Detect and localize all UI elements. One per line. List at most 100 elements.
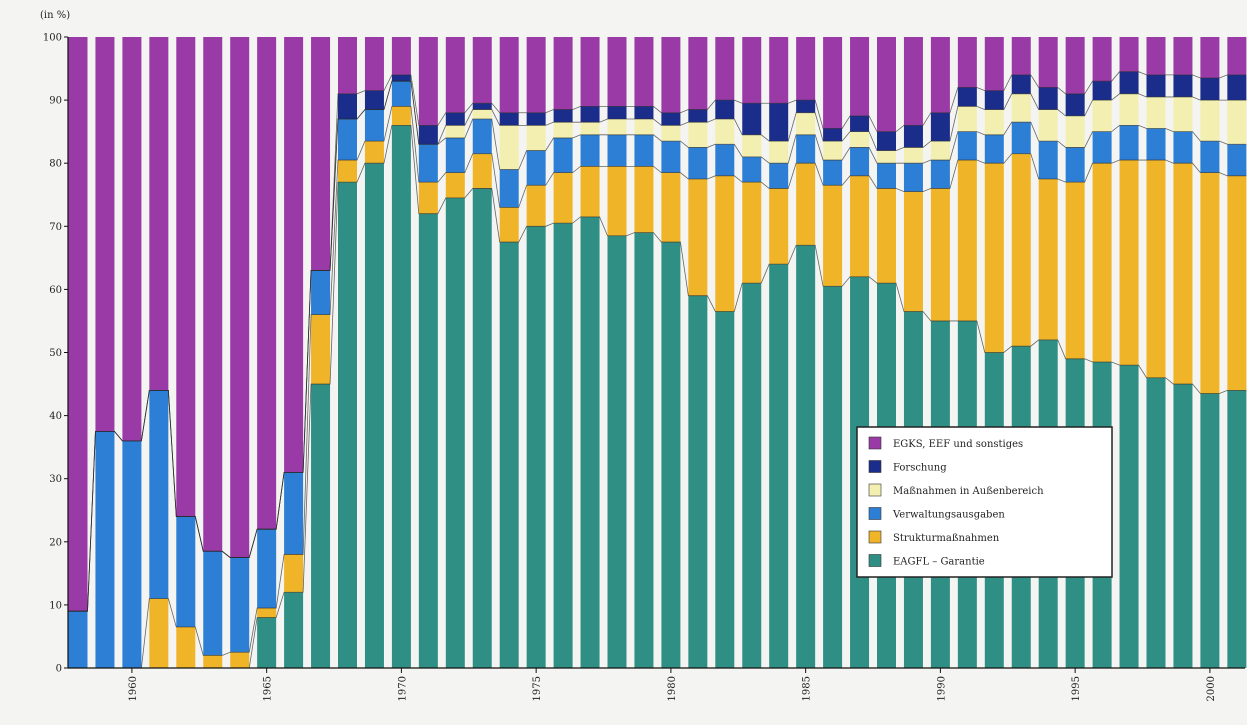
bar-verwaltungsausgaben-1986 [823, 160, 843, 186]
bar-ma-nahmen-in-au-enbereich-1990 [930, 141, 950, 161]
bar-strukturma-nahmen-1984 [769, 188, 789, 265]
bar-eagfl-garantie-1977 [580, 216, 600, 668]
bar-ma-nahmen-in-au-enbereich-1986 [823, 141, 843, 161]
bar-eagfl-garantie-1999 [1173, 384, 1193, 668]
bar-strukturma-nahmen-1997 [1119, 160, 1139, 366]
y-tick-label-100: 100 [43, 33, 62, 44]
bar-strukturma-nahmen-1962 [176, 626, 196, 668]
bar-verwaltungsausgaben-1982 [715, 144, 735, 176]
bar-eagfl-garantie-1981 [688, 295, 708, 668]
bar-ma-nahmen-in-au-enbereich-1972 [445, 125, 465, 138]
bar-verwaltungsausgaben-1964 [230, 557, 250, 653]
y-tick-label-30: 30 [49, 474, 62, 485]
bar-egks-eef-und-sonstiges-1998 [1146, 37, 1166, 75]
bar-verwaltungsausgaben-1960 [122, 440, 142, 668]
bar-verwaltungsausgaben-1969 [364, 109, 384, 142]
bar-verwaltungsausgaben-1961 [149, 390, 169, 599]
bar-verwaltungsausgaben-1974 [499, 169, 519, 208]
x-tick-label-1985: 1985 [802, 676, 813, 701]
bar-ma-nahmen-in-au-enbereich-1994 [1038, 109, 1058, 142]
bar-egks-eef-und-sonstiges-1987 [850, 37, 870, 116]
bar-strukturma-nahmen-1993 [1011, 153, 1031, 347]
bar-strukturma-nahmen-1999 [1173, 163, 1193, 385]
bar-verwaltungsausgaben-1979 [634, 134, 654, 167]
x-tick-label-1970: 1970 [397, 676, 408, 701]
bar-egks-eef-und-sonstiges-1979 [634, 37, 654, 107]
y-tick-label-40: 40 [49, 411, 62, 422]
bar-verwaltungsausgaben-1983 [742, 156, 762, 183]
bar-forschung-2000 [1200, 78, 1220, 101]
legend-label-egks-eef-und-sonstiges: EGKS, EEF und sonstiges [893, 439, 1023, 450]
bar-forschung-1995 [1065, 93, 1085, 116]
bar-ma-nahmen-in-au-enbereich-1980 [661, 125, 681, 142]
bar-eagfl-garantie-1984 [769, 264, 789, 668]
bar-verwaltungsausgaben-1966 [284, 472, 304, 555]
bar-egks-eef-und-sonstiges-1970 [391, 37, 411, 75]
bar-strukturma-nahmen-1987 [850, 175, 870, 277]
bar-ma-nahmen-in-au-enbereich-1985 [796, 112, 816, 135]
bar-egks-eef-und-sonstiges-2000 [1200, 37, 1220, 79]
bar-strukturma-nahmen-1998 [1146, 160, 1166, 378]
bars-group [68, 37, 1247, 669]
bar-egks-eef-und-sonstiges-1978 [607, 37, 627, 107]
bar-forschung-1999 [1173, 74, 1193, 97]
y-tick-label-50: 50 [49, 348, 62, 359]
bar-strukturma-nahmen-1981 [688, 178, 708, 296]
bar-strukturma-nahmen-1973 [472, 153, 492, 189]
bar-forschung-1991 [957, 87, 977, 107]
bar-verwaltungsausgaben-1967 [311, 270, 331, 315]
bar-ma-nahmen-in-au-enbereich-1999 [1173, 96, 1193, 132]
legend-label-forschung: Forschung [893, 463, 947, 474]
bar-egks-eef-und-sonstiges-1966 [284, 37, 304, 473]
bar-forschung-1974 [499, 112, 519, 126]
bar-egks-eef-und-sonstiges-1991 [957, 37, 977, 88]
bar-strukturma-nahmen-1990 [930, 188, 950, 321]
bar-egks-eef-und-sonstiges-1994 [1038, 37, 1058, 88]
y-tick-label-60: 60 [49, 285, 62, 296]
x-tick-label-1960: 1960 [128, 676, 139, 701]
bar-forschung-1988 [877, 131, 896, 151]
legend-box [856, 426, 1113, 578]
bar-strukturma-nahmen-1964 [230, 652, 250, 668]
bar-verwaltungsausgaben-1998 [1146, 128, 1166, 161]
bar-eagfl-garantie-1973 [472, 188, 492, 668]
bar-ma-nahmen-in-au-enbereich-1979 [634, 119, 654, 135]
bar-forschung-1972 [445, 112, 465, 126]
bar-ma-nahmen-in-au-enbereich-1977 [580, 122, 600, 135]
bar-strukturma-nahmen-1985 [796, 163, 816, 246]
bar-forschung-1982 [715, 100, 735, 120]
bar-egks-eef-und-sonstiges-1973 [472, 37, 492, 104]
bar-strukturma-nahmen-1979 [634, 166, 654, 233]
bar-ma-nahmen-in-au-enbereich-1983 [742, 134, 762, 157]
bar-forschung-1986 [823, 128, 843, 142]
bar-verwaltungsausgaben-1984 [769, 163, 789, 189]
axes-group: 0 10 20 30 40 50 60 70 80 90 100 1960 1965 1970 1975 19… [43, 33, 1245, 701]
bar-ma-nahmen-in-au-enbereich-1993 [1011, 93, 1031, 123]
bar-ma-nahmen-in-au-enbereich-1991 [957, 106, 977, 132]
bar-verwaltungsausgaben-1968 [338, 119, 357, 161]
y-tick-label-10: 10 [49, 600, 62, 611]
bar-eagfl-garantie-1997 [1119, 365, 1139, 668]
x-tick-label-1965: 1965 [263, 676, 274, 701]
x-tick-label-1990: 1990 [936, 676, 947, 701]
bar-verwaltungsausgaben-1985 [796, 134, 816, 164]
bar-verwaltungsausgaben-1962 [176, 516, 196, 627]
bar-strukturma-nahmen-1972 [445, 172, 465, 198]
bar-strukturma-nahmen-1965 [257, 608, 277, 618]
bar-egks-eef-und-sonstiges-1983 [742, 37, 762, 104]
bar-verwaltungsausgaben-1991 [957, 131, 977, 161]
bar-strukturma-nahmen-1980 [661, 172, 681, 243]
bar-egks-eef-und-sonstiges-1965 [257, 37, 277, 530]
bar-eagfl-garantie-2001 [1227, 390, 1247, 668]
bar-verwaltungsausgaben-2000 [1200, 141, 1220, 173]
bar-strukturma-nahmen-1992 [984, 163, 1004, 353]
bar-egks-eef-und-sonstiges-1999 [1173, 37, 1193, 75]
bar-verwaltungsausgaben-1965 [257, 529, 277, 609]
bar-ma-nahmen-in-au-enbereich-1976 [553, 122, 573, 138]
bar-egks-eef-und-sonstiges-1984 [769, 37, 789, 104]
legend-label-ma-nahmen-in-au-enbereich: Maßnahmen in Außenbereich [893, 486, 1044, 497]
bar-verwaltungsausgaben-1988 [877, 163, 896, 189]
x-tick-label-1975: 1975 [532, 676, 543, 701]
bar-forschung-1978 [607, 106, 627, 120]
